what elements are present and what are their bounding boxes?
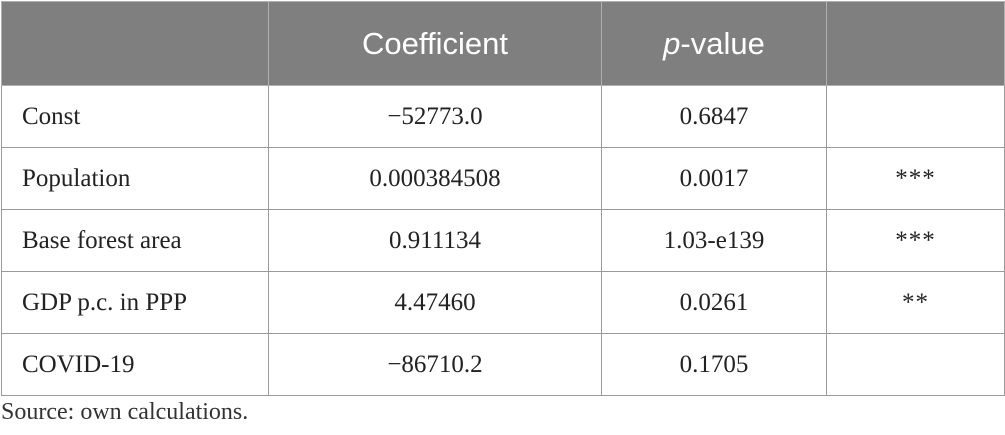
row-variable: GDP p.c. in PPP	[1, 271, 269, 334]
row-variable: COVID-19	[1, 333, 269, 396]
header-significance	[826, 1, 1005, 86]
row-significance: ***	[826, 209, 1005, 272]
row-p-value: 0.6847	[601, 85, 827, 148]
row-significance: **	[826, 271, 1005, 334]
table-row: Population 0.000384508 0.0017 ***	[1, 147, 1005, 210]
table-row: GDP p.c. in PPP 4.47460 0.0261 **	[1, 271, 1005, 334]
row-significance: ***	[826, 147, 1005, 210]
row-significance	[826, 333, 1005, 396]
header-coefficient: Coefficient	[268, 1, 602, 86]
table-row: COVID-19 −86710.2 0.1705	[1, 333, 1005, 396]
row-coefficient: 4.47460	[268, 271, 602, 334]
source-note: Source: own calculations.	[1, 399, 249, 425]
regression-table-container: Coefficient p-value Const −52773.0 0.684…	[1, 1, 1005, 396]
row-variable: Population	[1, 147, 269, 210]
table-row: Base forest area 0.911134 1.03-e139 ***	[1, 209, 1005, 272]
regression-table: Coefficient p-value Const −52773.0 0.684…	[1, 1, 1005, 396]
row-significance	[826, 85, 1005, 148]
table-header-row: Coefficient p-value	[1, 1, 1005, 86]
header-p-value: p-value	[601, 1, 827, 86]
row-coefficient: −52773.0	[268, 85, 602, 148]
row-coefficient: 0.000384508	[268, 147, 602, 210]
row-variable: Const	[1, 85, 269, 148]
row-p-value: 0.0017	[601, 147, 827, 210]
table-row: Const −52773.0 0.6847	[1, 85, 1005, 148]
row-p-value: 0.1705	[601, 333, 827, 396]
row-coefficient: 0.911134	[268, 209, 602, 272]
row-coefficient: −86710.2	[268, 333, 602, 396]
header-p-letter: p	[663, 25, 681, 61]
header-variable	[1, 1, 269, 86]
header-value-suffix: -value	[680, 25, 765, 61]
row-p-value: 1.03-e139	[601, 209, 827, 272]
row-variable: Base forest area	[1, 209, 269, 272]
row-p-value: 0.0261	[601, 271, 827, 334]
